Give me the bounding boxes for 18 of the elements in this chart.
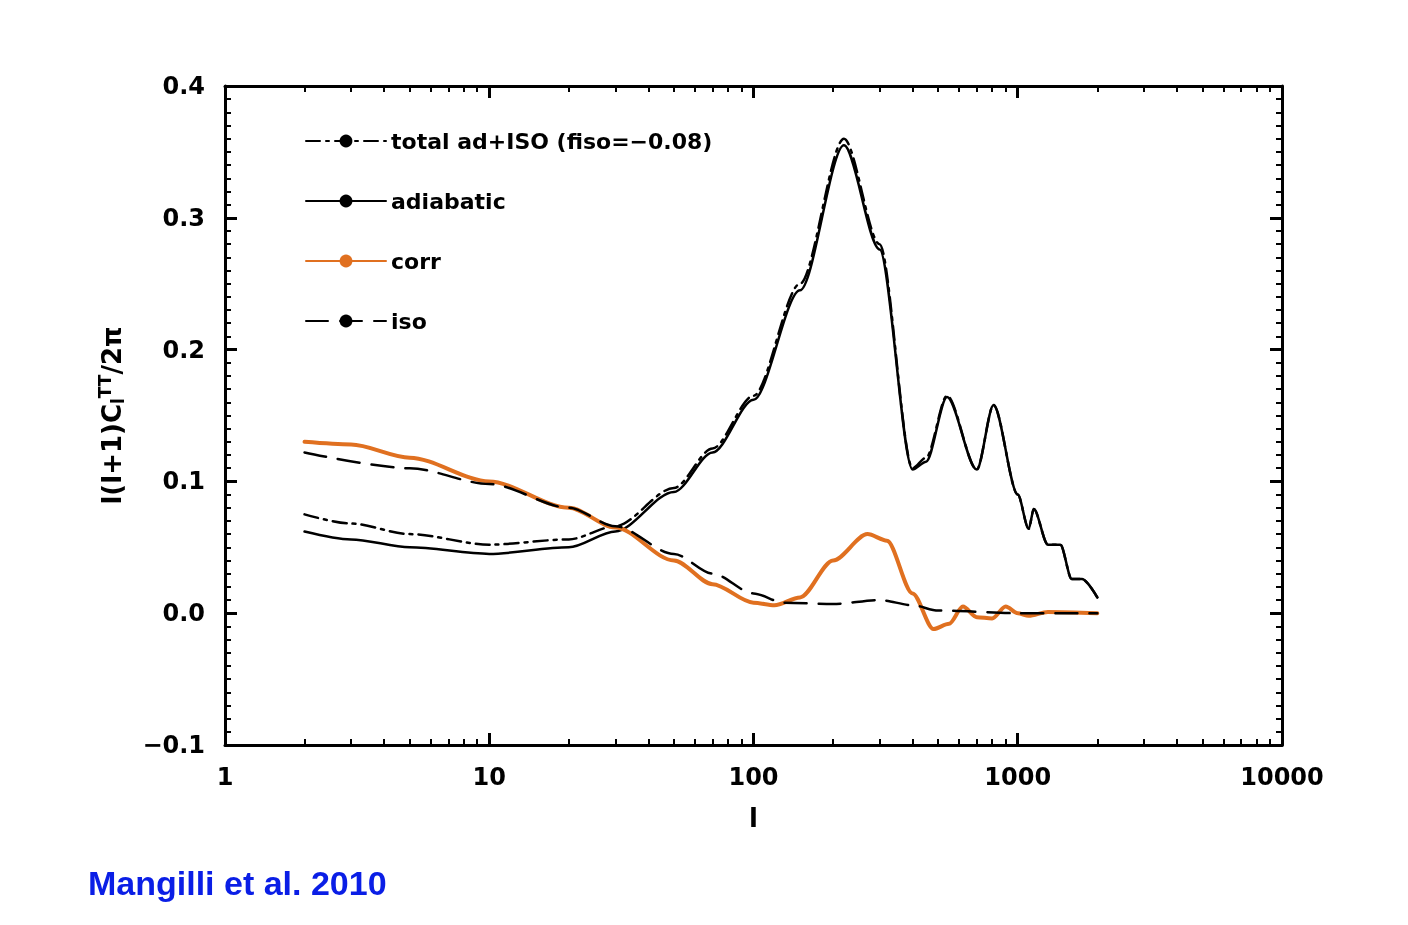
x-axis-title: l (749, 803, 758, 833)
text: Mangilli et al. 2010 (88, 864, 387, 902)
y-tick-label: −0.1 (142, 731, 205, 759)
x-tick-label: 100 (728, 763, 779, 791)
x-tick-label: 1 (216, 763, 234, 791)
legend-label: adiabatic (391, 188, 506, 214)
y-axis-title: l(l+1)ClTT/2π (95, 326, 128, 505)
y-tick-label: 0.0 (162, 599, 205, 628)
y-tick-label: 0.4 (162, 72, 205, 100)
y-tick-label: 0.1 (162, 467, 205, 496)
y-tick-label: 0.2 (162, 335, 205, 364)
legend-label: iso (391, 308, 427, 334)
legend-label: corr (391, 248, 441, 274)
y-tick-label: 0.3 (162, 203, 205, 232)
x-tick-label: 10000 (1240, 763, 1324, 791)
x-tick-label: 10 (472, 763, 506, 791)
x-tick-label: 1000 (984, 763, 1052, 791)
legend-label: total ad+ISO (fiso=−0.08) (391, 128, 713, 154)
